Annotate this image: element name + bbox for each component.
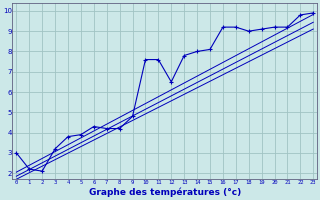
- X-axis label: Graphe des températures (°c): Graphe des températures (°c): [89, 188, 241, 197]
